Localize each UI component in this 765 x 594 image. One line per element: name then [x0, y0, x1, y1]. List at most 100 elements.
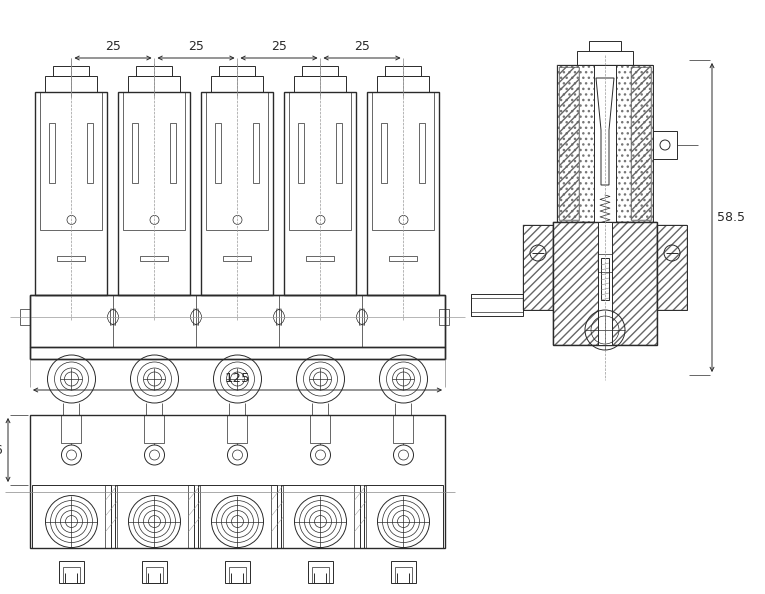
Bar — [285, 92, 356, 295]
Bar — [207, 92, 269, 230]
Bar — [373, 92, 435, 230]
Bar — [223, 257, 252, 261]
Bar — [657, 225, 687, 310]
Bar — [298, 124, 304, 184]
Bar — [211, 76, 263, 92]
Bar — [393, 415, 414, 443]
Bar — [145, 415, 164, 443]
Bar — [105, 485, 117, 548]
Bar — [136, 66, 172, 76]
Bar — [281, 485, 360, 548]
Bar — [87, 124, 93, 184]
Bar — [123, 92, 185, 230]
Bar — [188, 485, 200, 548]
Circle shape — [145, 445, 164, 465]
Bar — [631, 67, 651, 220]
Bar — [198, 485, 277, 548]
Circle shape — [311, 445, 330, 465]
Bar — [559, 67, 579, 220]
Bar — [419, 124, 425, 184]
Bar — [141, 257, 168, 261]
Bar — [312, 567, 329, 583]
Bar — [389, 257, 418, 261]
Bar — [227, 415, 248, 443]
Bar — [30, 295, 445, 347]
Bar — [216, 124, 222, 184]
Bar — [311, 415, 330, 443]
Bar — [289, 92, 351, 230]
Bar — [382, 124, 388, 184]
Bar — [302, 66, 338, 76]
Bar — [354, 485, 366, 548]
Bar — [553, 222, 657, 345]
Text: 125: 125 — [225, 372, 250, 385]
Bar — [50, 124, 56, 184]
Bar — [54, 66, 90, 76]
Bar — [61, 415, 82, 443]
Bar — [115, 485, 194, 548]
Bar — [594, 65, 616, 222]
Bar — [364, 485, 443, 548]
Bar — [32, 485, 111, 548]
Bar — [20, 309, 30, 325]
Bar — [63, 567, 80, 583]
Bar — [559, 67, 579, 220]
Bar — [146, 567, 163, 583]
Bar — [589, 41, 621, 51]
Bar — [57, 257, 86, 261]
Bar — [132, 124, 138, 184]
Bar — [471, 294, 523, 316]
Bar — [35, 92, 108, 295]
Bar — [523, 225, 553, 310]
Bar — [253, 124, 259, 184]
Bar — [395, 567, 412, 583]
Bar — [30, 295, 445, 359]
Text: 58.5: 58.5 — [717, 211, 745, 224]
Bar — [598, 254, 612, 272]
Bar — [577, 51, 633, 65]
Bar — [30, 347, 445, 359]
Bar — [557, 65, 653, 222]
Bar — [308, 561, 333, 583]
Bar — [377, 76, 429, 92]
Circle shape — [393, 445, 414, 465]
Bar — [142, 561, 167, 583]
Bar — [337, 124, 343, 184]
Bar — [45, 76, 97, 92]
Bar — [653, 131, 677, 159]
Bar — [201, 92, 274, 295]
Bar — [307, 257, 334, 261]
Text: 25: 25 — [271, 40, 287, 53]
Bar — [386, 66, 422, 76]
Bar — [220, 66, 256, 76]
Bar — [523, 225, 553, 310]
Bar — [440, 309, 450, 325]
Circle shape — [61, 445, 82, 465]
Text: 25: 25 — [188, 40, 204, 53]
Bar — [271, 485, 283, 548]
Bar — [598, 222, 612, 345]
Bar — [367, 92, 440, 295]
Bar — [129, 76, 181, 92]
Text: 46: 46 — [0, 444, 3, 457]
Polygon shape — [596, 78, 614, 185]
Text: 25: 25 — [354, 40, 370, 53]
Bar — [59, 561, 84, 583]
Bar — [171, 124, 177, 184]
Bar — [601, 130, 609, 185]
Bar — [295, 76, 347, 92]
Bar — [119, 92, 190, 295]
Bar — [598, 254, 612, 272]
Bar — [631, 67, 651, 220]
Bar — [553, 222, 657, 345]
Bar — [557, 65, 653, 222]
Bar — [601, 258, 609, 300]
Bar — [391, 561, 416, 583]
Text: 25: 25 — [105, 40, 121, 53]
Bar — [229, 567, 246, 583]
Circle shape — [227, 445, 248, 465]
Bar — [41, 92, 103, 230]
Bar — [30, 415, 445, 548]
Bar — [657, 225, 687, 310]
Bar — [225, 561, 250, 583]
